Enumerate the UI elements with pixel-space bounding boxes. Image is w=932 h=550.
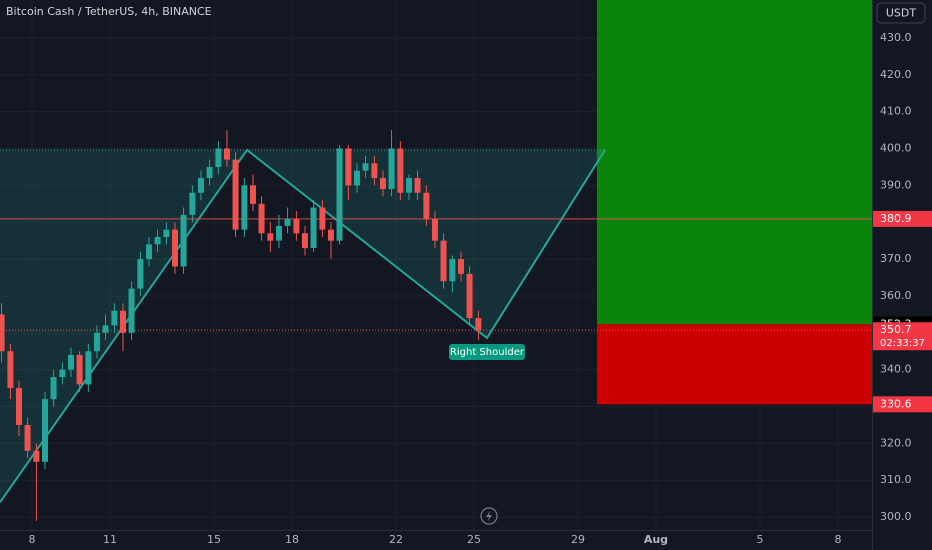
- candle-body: [180, 214, 187, 267]
- candle-body: [301, 233, 308, 249]
- candle-body: [388, 148, 395, 190]
- candle-body: [232, 159, 239, 230]
- x-tick-label: 5: [756, 533, 763, 546]
- x-tick-label: 29: [571, 533, 585, 546]
- y-tick-label: 320.0: [880, 436, 912, 449]
- candle-body: [423, 192, 430, 219]
- candle-body: [163, 229, 170, 237]
- x-tick-label: 25: [467, 533, 481, 546]
- candle-body: [379, 178, 386, 190]
- candle-body: [449, 259, 456, 282]
- candle-body: [206, 166, 213, 179]
- candle-body: [59, 369, 66, 378]
- candle-body: [327, 229, 334, 241]
- candle-body: [15, 388, 22, 425]
- candle-body: [475, 318, 482, 331]
- candle-body: [258, 203, 265, 234]
- candle-body: [171, 229, 178, 267]
- candle-body: [50, 377, 57, 400]
- candle-body: [7, 351, 14, 389]
- x-tick-label: 22: [389, 533, 403, 546]
- x-tick-label: 15: [207, 533, 221, 546]
- candle-body: [353, 170, 360, 186]
- candle-body: [293, 218, 300, 234]
- candle-body: [275, 225, 282, 241]
- candle-body: [397, 148, 404, 193]
- candle-body: [85, 351, 92, 385]
- x-tick-label: 11: [103, 533, 117, 546]
- stop-tag: 330.6: [880, 397, 912, 410]
- pattern-label: Right Shoulder: [450, 347, 525, 358]
- pattern-line: [0, 148, 606, 503]
- candle-body: [189, 192, 196, 215]
- price-tag: 350.7: [880, 323, 912, 336]
- candle-body: [215, 148, 222, 167]
- candle-body: [119, 310, 126, 333]
- candle-body: [267, 233, 274, 241]
- level-tag: 380.9: [880, 212, 912, 225]
- candle-body: [310, 207, 317, 249]
- x-tick-label: 8: [834, 533, 841, 546]
- pattern-label-box: [448, 343, 525, 360]
- y-tick-label: 410.0: [880, 105, 912, 118]
- candle-body: [466, 273, 473, 319]
- x-tick-label: 8: [28, 533, 35, 546]
- candle-body: [145, 244, 152, 260]
- candle-body: [128, 288, 135, 333]
- y-tick-label: 300.0: [880, 510, 912, 523]
- replay-icon[interactable]: [480, 507, 498, 525]
- candle-body: [102, 325, 109, 333]
- candle-body: [319, 207, 326, 230]
- y-tick-label: 310.0: [880, 473, 912, 486]
- y-tick-label: 360.0: [880, 289, 912, 302]
- candle-body: [414, 178, 421, 193]
- y-tick-label: 430.0: [880, 31, 912, 44]
- candle-body: [223, 148, 230, 160]
- candle-body: [345, 148, 352, 186]
- stop-tag-box: [873, 396, 932, 413]
- candle-body: [457, 259, 464, 274]
- pattern-area: [0, 150, 605, 503]
- candle-body: [284, 218, 291, 226]
- candle-body: [137, 259, 144, 289]
- chart-title: Bitcoin Cash / TetherUS, 4h, BINANCE: [6, 5, 212, 18]
- plot-area: [0, 0, 872, 530]
- countdown: 02:33:37: [880, 338, 925, 349]
- candle-body: [0, 314, 5, 352]
- candle-body: [93, 332, 100, 352]
- candle-body: [405, 178, 412, 193]
- candle-body: [76, 354, 83, 385]
- candle-body: [362, 163, 369, 171]
- y-tick-label: 400.0: [880, 142, 912, 155]
- candle-body: [24, 424, 31, 451]
- target-zone: [596, 0, 872, 325]
- y-tick-label: 340.0: [880, 363, 912, 376]
- stop-zone: [596, 324, 872, 405]
- y-tick-label: 420.0: [880, 68, 912, 81]
- currency[interactable]: USDT: [886, 7, 917, 20]
- candle-body: [336, 148, 343, 241]
- x-tick-label: 18: [285, 533, 299, 546]
- candle-body: [111, 310, 118, 326]
- candle-body: [431, 218, 438, 241]
- candle-body: [154, 236, 161, 245]
- candle-body: [249, 185, 256, 204]
- candle-body: [67, 354, 74, 370]
- y-tick-label: 390.0: [880, 178, 912, 191]
- currency-box[interactable]: [876, 2, 926, 24]
- candle-body: [371, 163, 378, 179]
- candle-body: [241, 185, 248, 230]
- x-tick-label: Aug: [644, 533, 668, 546]
- candle-body: [440, 240, 447, 282]
- level-tag-box: [873, 210, 932, 227]
- y-tick-label: 370.0: [880, 252, 912, 265]
- candle-body: [33, 450, 40, 462]
- candle-body: [197, 178, 204, 193]
- candle-body: [41, 399, 48, 462]
- price-tag-box: [873, 322, 932, 351]
